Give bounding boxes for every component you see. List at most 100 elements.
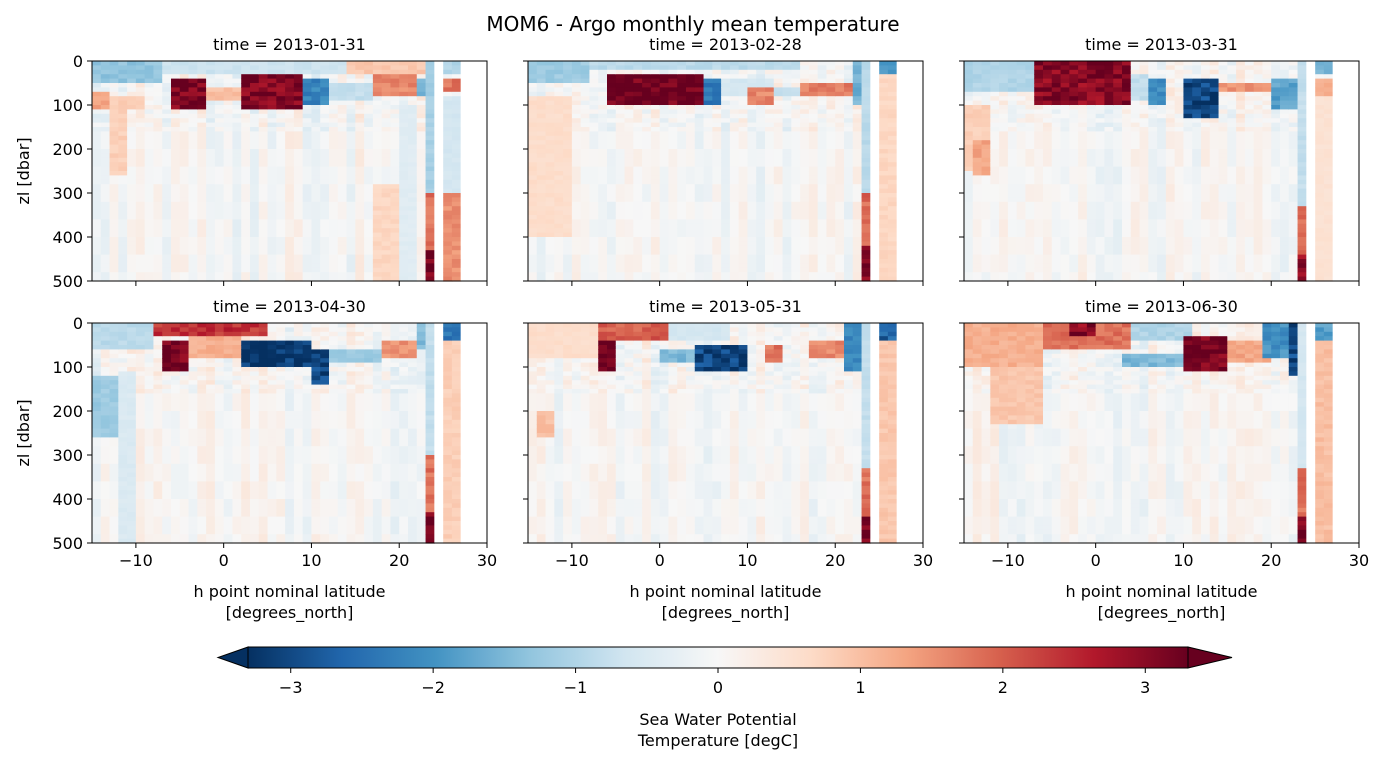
heatmap-cell [92,175,102,181]
heatmap-cell [712,162,722,168]
heatmap-cell [408,223,418,229]
heatmap-cell [1016,118,1027,124]
heatmap-cell [1016,175,1027,181]
heatmap-cell [580,272,591,278]
heatmap-cell [320,127,330,132]
heatmap-cell [241,166,251,172]
heatmap-cell [285,135,295,141]
heatmap-cell [1007,135,1018,141]
heatmap-cell [721,228,731,234]
heatmap-cell [267,113,277,119]
heatmap-cell [659,228,670,234]
heatmap-cell [372,171,383,176]
heatmap-cell [451,206,462,212]
heatmap-cell [1095,157,1106,163]
heatmap-cell [990,219,1000,225]
heatmap-cell [329,197,339,203]
heatmap-cell [399,184,409,190]
heatmap-cell [1069,140,1079,146]
heatmap-cell [598,219,608,225]
heatmap-cell [364,135,374,141]
heatmap-cell [135,232,146,238]
heatmap-cell [650,140,661,146]
heatmap-cell [1104,210,1114,216]
heatmap-cell [721,166,731,172]
heatmap-cell [589,259,599,264]
heatmap-cell [1016,245,1027,251]
heatmap-cell [791,74,801,80]
heatmap-cell [817,276,828,282]
heatmap-cell [320,254,330,260]
heatmap-cell [536,131,547,137]
heatmap-cell [528,223,538,229]
heatmap-cell [659,175,670,181]
heatmap-cell [337,254,348,260]
heatmap-cell [1095,105,1106,110]
heatmap-cell [808,140,819,146]
heatmap-cell [364,201,374,207]
heatmap-cell [817,197,828,203]
heatmap-cell [250,109,260,115]
heatmap-cell [589,78,599,84]
heatmap-cell [92,157,102,163]
heatmap-cell [135,272,146,278]
heatmap-cell [1078,219,1088,225]
heatmap-cell [214,153,225,159]
heatmap-cell [408,215,418,220]
heatmap-cell [241,241,251,247]
heatmap-cell [1007,65,1018,71]
heatmap-cell [1086,109,1097,115]
heatmap-cell [694,162,705,168]
heatmap-cell [443,223,453,229]
heatmap-cell [826,144,836,150]
heatmap-cell [782,166,792,172]
heatmap-cell [826,122,836,128]
heatmap-cell [1069,210,1079,216]
heatmap-cell [1104,69,1114,75]
heatmap-cell [188,157,198,163]
heatmap-cell [563,91,573,97]
heatmap-cell [206,65,216,71]
heatmap-cell [1025,153,1035,159]
heatmap-cell [999,179,1009,185]
heatmap-cell [624,206,634,212]
heatmap-cell [285,100,295,106]
heatmap-cell [399,179,409,185]
heatmap-cell [1034,149,1044,154]
heatmap-cell [276,61,286,66]
heatmap-cell [712,263,722,269]
heatmap-cell [153,267,163,273]
heatmap-cell [999,219,1009,225]
heatmap-cell [844,232,854,238]
heatmap-cell [659,153,670,159]
heatmap-cell [668,122,678,128]
heatmap-cell [528,171,538,176]
heatmap-cell [320,193,330,198]
heatmap-cell [232,184,242,190]
heatmap-cell [747,96,757,102]
heatmap-cell [712,272,722,278]
heatmap-cell [162,87,172,93]
heatmap-cell [563,206,573,212]
heatmap-cell [188,131,198,137]
heatmap-cell [791,188,801,194]
heatmap-cell [844,206,854,212]
heatmap-cell [1016,157,1027,163]
heatmap-cell [416,109,427,115]
heatmap-cell [747,232,757,238]
heatmap-cell [852,206,863,212]
heatmap-cell [624,96,634,102]
heatmap-cell [276,87,286,93]
heatmap-cell [879,179,889,185]
heatmap-cell [232,83,242,88]
heatmap-cell [677,91,687,97]
heatmap-cell [528,157,538,163]
heatmap-cell [879,193,889,198]
heatmap-cell [162,175,172,181]
heatmap-cell [747,184,757,190]
heatmap-cell [738,69,749,75]
heatmap-cell [999,78,1009,84]
heatmap-cell [668,267,678,273]
heatmap-cell [408,149,418,154]
heatmap-cell [615,105,626,110]
